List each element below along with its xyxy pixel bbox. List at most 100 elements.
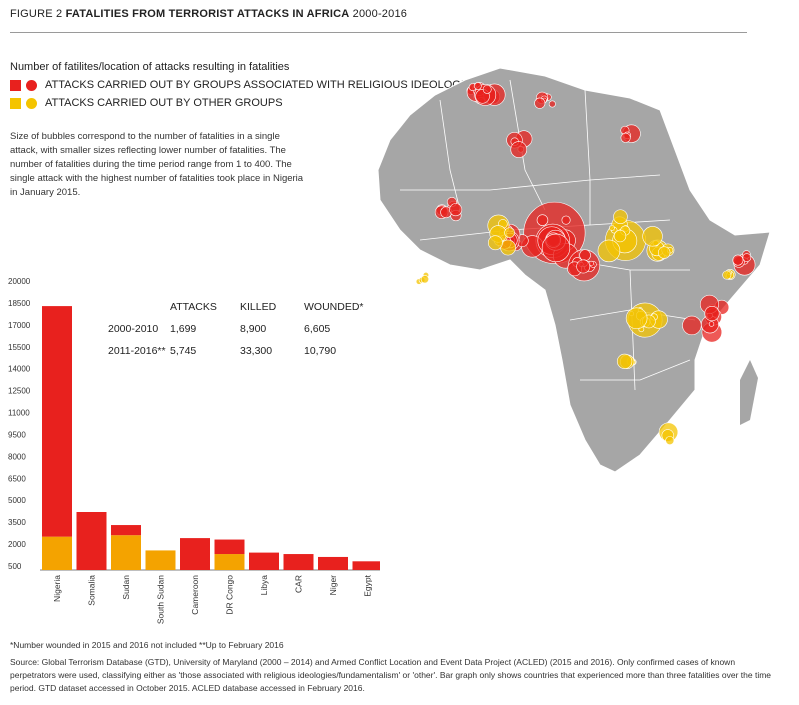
stats-table: ATTACKS KILLED WOUNDED* 2000-2010 1,699 …: [108, 301, 364, 367]
x-tick-label: Niger: [328, 575, 338, 595]
attack-bubble: [579, 249, 591, 261]
y-tick-label: 11000: [8, 409, 30, 418]
attack-bubble: [482, 84, 492, 94]
bar-niger-religious: [318, 556, 348, 570]
header-rule: [10, 32, 747, 33]
attack-bubble: [449, 203, 463, 217]
attack-bubble: [548, 100, 556, 108]
attack-bubble: [534, 97, 546, 109]
attack-bubble: [576, 259, 591, 274]
figure-years: 2000-2016: [352, 8, 408, 20]
legend-item-religious: ATTACKS CARRIED OUT BY GROUPS ASSOCIATED…: [10, 76, 479, 94]
legend-dot-yellow: [26, 97, 37, 109]
y-tick-label: 500: [8, 562, 22, 571]
attack-bubbles: [415, 82, 756, 445]
attack-bubble: [642, 226, 663, 247]
stats-header-killed: KILLED: [240, 301, 277, 313]
x-tick-label: Libya: [259, 575, 269, 596]
x-tick-label: Somalia: [87, 575, 97, 606]
bar-cameroon-religious: [180, 538, 210, 570]
attack-bubble: [708, 321, 715, 327]
attack-bubble: [616, 353, 633, 370]
y-tick-label: 6500: [8, 474, 26, 483]
attack-bubble: [541, 233, 571, 263]
stats-row: 2011-2016** 5,745 33,300 10,790: [108, 345, 364, 367]
stats-attacks: 5,745: [170, 345, 197, 357]
y-tick-label: 14000: [8, 365, 31, 374]
attack-bubble: [722, 270, 732, 280]
attack-bubble: [613, 209, 628, 224]
figure-title: FATALITIES FROM TERRORIST ATTACKS IN AFR…: [65, 8, 350, 20]
bar-chart: 20000 18500 17000 15500 14000 12500 11000 9500 8…: [8, 277, 380, 624]
y-tick-label: 15500: [8, 343, 31, 352]
y-tick-label: 17000: [8, 321, 31, 330]
legend: Number of fatilites/location of attacks …: [10, 58, 479, 112]
bar-egypt-religious: [352, 561, 380, 570]
bar-sudan-religious: [111, 525, 141, 536]
bar-nigeria-religious: [42, 306, 72, 537]
bars: [42, 306, 380, 570]
attack-bubble: [420, 275, 430, 284]
attack-bubble: [474, 82, 482, 90]
attack-bubble: [620, 132, 631, 143]
attack-bubble: [682, 315, 702, 336]
attack-bubble: [510, 141, 528, 158]
y-tick-label: 9500: [8, 430, 26, 439]
stats-killed: 33,300: [240, 345, 273, 357]
figure-header: FIGURE 2 FATALITIES FROM TERRORIST ATTAC…: [10, 8, 407, 20]
bar-car-religious: [283, 554, 314, 570]
stats-row: 2000-2010 1,699 8,900 6,605: [108, 323, 364, 345]
africa-map: [377, 67, 771, 473]
x-tick-label: Cameroon: [190, 575, 200, 615]
attack-bubble: [625, 307, 648, 330]
attack-bubble: [732, 254, 744, 266]
y-tick-label: 2000: [8, 540, 26, 549]
stats-attacks: 1,699: [170, 323, 197, 335]
x-axis: Nigeria Somalia Sudan South Sudan Cameroon DR…: [52, 574, 373, 624]
bar-south-sudan-other: [145, 550, 176, 570]
source-note: Source: Global Terrorism Database (GTD),…: [10, 657, 772, 693]
stats-row-label: 2000-2010: [108, 323, 159, 335]
legend-heading: Number of fatilites/location of attacks …: [10, 61, 290, 73]
x-tick-label: Nigeria: [52, 575, 62, 602]
x-tick-label: DR Congo: [225, 575, 235, 615]
legend-item-other: ATTACKS CARRIED OUT BY OTHER GROUPS: [10, 94, 479, 112]
bubble-description: Size of bubbles correspond to the number…: [10, 131, 304, 198]
y-tick-label: 8000: [8, 452, 26, 461]
bar-somalia-religious: [76, 512, 107, 570]
x-tick-label: Egypt: [363, 574, 373, 596]
attack-bubble: [665, 436, 675, 445]
y-tick-label: 20000: [8, 277, 31, 286]
madagascar: [740, 360, 758, 425]
bar-dr-congo-religious: [214, 539, 245, 555]
figure-prefix: FIGURE 2: [10, 8, 63, 20]
bar-libya-religious: [249, 552, 279, 570]
attack-bubble: [487, 235, 503, 251]
bar-sudan-other: [111, 535, 141, 570]
attack-bubble: [504, 227, 515, 238]
legend-square-red: [10, 79, 21, 91]
stats-killed: 8,900: [240, 323, 267, 335]
footnote: *Number wounded in 2015 and 2016 not inc…: [10, 640, 284, 650]
bar-nigeria-other: [42, 536, 72, 570]
attack-bubble: [609, 225, 615, 231]
stats-header-attacks: ATTACKS: [170, 301, 217, 313]
legend-square-yellow: [10, 97, 21, 109]
bar-dr-congo-other: [214, 554, 245, 570]
stats-wounded: 6,605: [304, 323, 331, 335]
attack-bubble: [704, 305, 720, 322]
stats-row-label: 2011-2016**: [108, 345, 166, 357]
x-tick-label: South Sudan: [156, 575, 166, 624]
stats-header-wounded: WOUNDED*: [304, 301, 364, 313]
legend-label-other: ATTACKS CARRIED OUT BY OTHER GROUPS: [45, 97, 283, 109]
attack-bubble: [658, 246, 671, 259]
y-tick-label: 12500: [8, 387, 31, 396]
legend-label-religious: ATTACKS CARRIED OUT BY GROUPS ASSOCIATED…: [45, 79, 479, 91]
x-tick-label: Sudan: [121, 575, 131, 600]
attack-bubble: [613, 229, 627, 243]
y-tick-label: 18500: [8, 299, 31, 308]
attack-bubble: [561, 215, 571, 225]
x-tick-label: CAR: [294, 575, 304, 593]
y-tick-label: 3500: [8, 518, 26, 527]
stats-wounded: 10,790: [304, 345, 337, 357]
